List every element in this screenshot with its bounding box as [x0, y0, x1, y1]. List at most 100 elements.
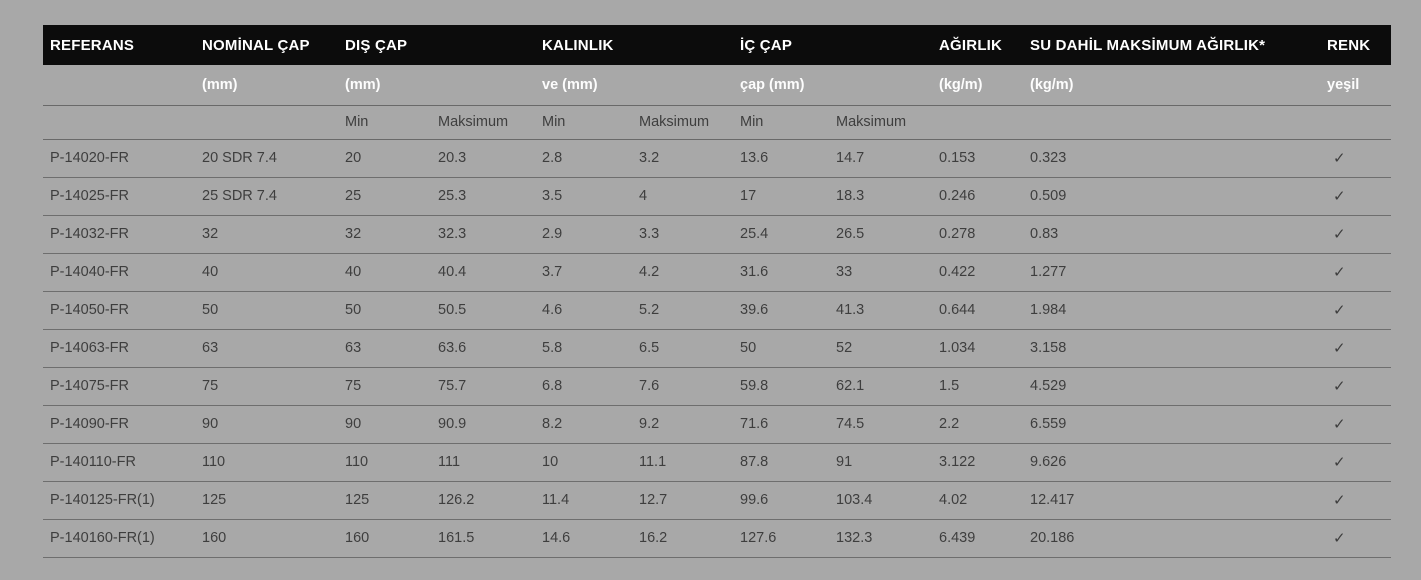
subheader-blank	[932, 105, 1024, 140]
cell-agirlik: 0.153	[932, 139, 1024, 178]
cell-kalinlik-maksimum: 11.1	[632, 443, 733, 482]
check-icon: ✓	[1320, 139, 1392, 178]
cell-dis-cap-maksimum: 40.4	[431, 253, 535, 292]
cell-ic-cap-min: 99.6	[733, 481, 829, 520]
cell-dis-cap-min: 50	[338, 291, 431, 330]
check-icon: ✓	[1320, 405, 1392, 444]
cell-ic-cap-maksimum: 33	[829, 253, 933, 292]
check-icon: ✓	[1320, 519, 1392, 558]
check-icon: ✓	[1320, 367, 1392, 406]
table-row: P-14063-FR 63 63 63.6 5.8 6.5 50 52 1.03…	[43, 329, 1392, 368]
check-icon: ✓	[1320, 443, 1392, 482]
check-icon: ✓	[1320, 253, 1392, 292]
cell-su-dahil-maks-agirlik: 0.83	[1023, 215, 1321, 254]
cell-referans: P-14032-FR	[43, 215, 195, 254]
cell-su-dahil-maks-agirlik: 3.158	[1023, 329, 1321, 368]
table-subheader-row: Min Maksimum Min Maksimum Min Maksimum	[43, 105, 1392, 140]
cell-su-dahil-maks-agirlik: 9.626	[1023, 443, 1321, 482]
cell-ic-cap-min: 87.8	[733, 443, 829, 482]
table-body: P-14020-FR 20 SDR 7.4 20 20.3 2.8 3.2 13…	[43, 139, 1392, 558]
table-row: P-14050-FR 50 50 50.5 4.6 5.2 39.6 41.3 …	[43, 291, 1392, 330]
cell-kalinlik-min: 3.7	[535, 253, 632, 292]
cell-nominal-cap: 25 SDR 7.4	[195, 177, 338, 216]
table-row: P-140125-FR(1) 125 125 126.2 11.4 12.7 9…	[43, 481, 1392, 520]
table-row: P-14025-FR 25 SDR 7.4 25 25.3 3.5 4 17 1…	[43, 177, 1392, 216]
check-icon: ✓	[1320, 481, 1392, 520]
subheader-kalinlik-maksimum: Maksimum	[632, 105, 733, 140]
cell-kalinlik-maksimum: 6.5	[632, 329, 733, 368]
table-row: P-140110-FR 110 110 111 10 11.1 87.8 91 …	[43, 443, 1392, 482]
cell-dis-cap-min: 40	[338, 253, 431, 292]
cell-agirlik: 1.5	[932, 367, 1024, 406]
table-header-row: REFERANS NOMİNAL ÇAP DIŞ ÇAP KALINLIK İÇ…	[43, 25, 1392, 65]
cell-kalinlik-maksimum: 3.3	[632, 215, 733, 254]
cell-dis-cap-maksimum: 161.5	[431, 519, 535, 558]
cell-ic-cap-min: 50	[733, 329, 829, 368]
cell-ic-cap-min: 59.8	[733, 367, 829, 406]
cell-kalinlik-maksimum: 7.6	[632, 367, 733, 406]
cell-nominal-cap: 50	[195, 291, 338, 330]
check-icon: ✓	[1320, 177, 1392, 216]
cell-nominal-cap: 40	[195, 253, 338, 292]
cell-dis-cap-min: 160	[338, 519, 431, 558]
cell-referans: P-14040-FR	[43, 253, 195, 292]
cell-dis-cap-maksimum: 126.2	[431, 481, 535, 520]
cell-ic-cap-min: 31.6	[733, 253, 829, 292]
cell-agirlik: 0.422	[932, 253, 1024, 292]
cell-dis-cap-maksimum: 111	[431, 443, 535, 482]
table-row: P-14020-FR 20 SDR 7.4 20 20.3 2.8 3.2 13…	[43, 139, 1392, 178]
cell-dis-cap-min: 125	[338, 481, 431, 520]
table-row: P-140160-FR(1) 160 160 161.5 14.6 16.2 1…	[43, 519, 1392, 558]
cell-referans: P-14020-FR	[43, 139, 195, 178]
cell-ic-cap-maksimum: 62.1	[829, 367, 933, 406]
cell-dis-cap-min: 75	[338, 367, 431, 406]
subheader-blank	[195, 105, 338, 140]
cell-nominal-cap: 125	[195, 481, 338, 520]
cell-kalinlik-maksimum: 4.2	[632, 253, 733, 292]
cell-su-dahil-maks-agirlik: 6.559	[1023, 405, 1321, 444]
cell-referans: P-14090-FR	[43, 405, 195, 444]
cell-su-dahil-maks-agirlik: 4.529	[1023, 367, 1321, 406]
cell-su-dahil-maks-agirlik: 0.323	[1023, 139, 1321, 178]
cell-nominal-cap: 110	[195, 443, 338, 482]
col-header-agirlik: AĞIRLIK	[939, 36, 1003, 54]
cell-su-dahil-maks-agirlik: 12.417	[1023, 481, 1321, 520]
check-icon: ✓	[1320, 291, 1392, 330]
cell-kalinlik-min: 14.6	[535, 519, 632, 558]
cell-dis-cap-maksimum: 20.3	[431, 139, 535, 178]
cell-dis-cap-min: 90	[338, 405, 431, 444]
cell-kalinlik-min: 3.5	[535, 177, 632, 216]
cell-nominal-cap: 63	[195, 329, 338, 368]
cell-ic-cap-maksimum: 14.7	[829, 139, 933, 178]
unit-renk: yeşil	[1320, 65, 1392, 106]
cell-kalinlik-maksimum: 4	[632, 177, 733, 216]
cell-kalinlik-min: 6.8	[535, 367, 632, 406]
cell-nominal-cap: 75	[195, 367, 338, 406]
subheader-blank	[1023, 105, 1321, 140]
col-header-nominal-cap: NOMİNAL ÇAP	[202, 36, 310, 54]
cell-ic-cap-maksimum: 74.5	[829, 405, 933, 444]
cell-agirlik: 3.122	[932, 443, 1024, 482]
col-header-renk: RENK	[1327, 36, 1371, 54]
cell-referans: P-14063-FR	[43, 329, 195, 368]
cell-kalinlik-min: 5.8	[535, 329, 632, 368]
cell-referans: P-140160-FR(1)	[43, 519, 195, 558]
cell-dis-cap-maksimum: 50.5	[431, 291, 535, 330]
cell-ic-cap-min: 127.6	[733, 519, 829, 558]
table-row: P-14090-FR 90 90 90.9 8.2 9.2 71.6 74.5 …	[43, 405, 1392, 444]
cell-su-dahil-maks-agirlik: 1.277	[1023, 253, 1321, 292]
col-header-ic-cap: İÇ ÇAP	[740, 36, 793, 54]
check-icon: ✓	[1320, 329, 1392, 368]
subheader-kalinlik-min: Min	[535, 105, 632, 140]
col-header-dis-cap: DIŞ ÇAP	[345, 36, 408, 54]
cell-nominal-cap: 90	[195, 405, 338, 444]
cell-ic-cap-min: 25.4	[733, 215, 829, 254]
check-icon: ✓	[1320, 215, 1392, 254]
table-row: P-14075-FR 75 75 75.7 6.8 7.6 59.8 62.1 …	[43, 367, 1392, 406]
cell-dis-cap-maksimum: 90.9	[431, 405, 535, 444]
cell-kalinlik-min: 4.6	[535, 291, 632, 330]
cell-kalinlik-min: 10	[535, 443, 632, 482]
cell-kalinlik-min: 11.4	[535, 481, 632, 520]
cell-ic-cap-maksimum: 52	[829, 329, 933, 368]
col-header-su-dahil-maks-agirlik: SU DAHİL MAKSİMUM AĞIRLIK*	[1030, 36, 1266, 54]
